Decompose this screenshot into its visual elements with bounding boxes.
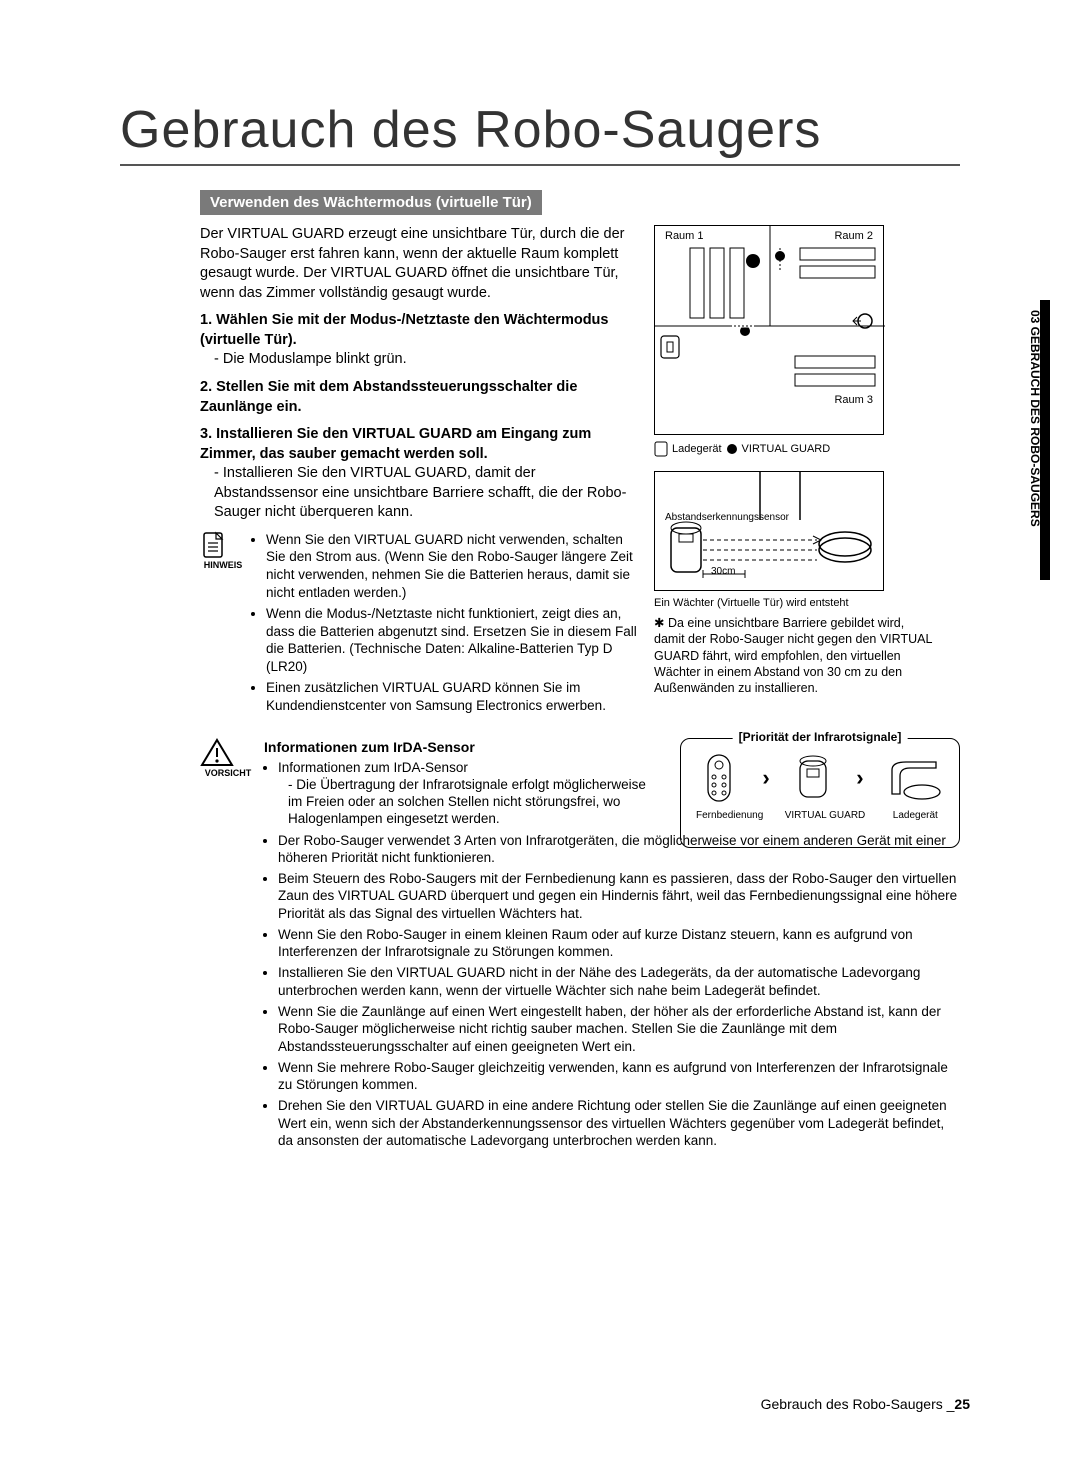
step-2-head: 2. Stellen Sie mit dem Abstandssteuerung… bbox=[200, 378, 640, 417]
priority-l3: Ladegerät bbox=[885, 809, 945, 822]
left-column: Der VIRTUAL GUARD erzeugt eine unsichtba… bbox=[200, 225, 640, 718]
irda-bullet-2: Wenn Sie den Robo-Sauger in einem kleine… bbox=[278, 926, 960, 961]
gt-1: › bbox=[762, 764, 769, 793]
page-title: Gebrauch des Robo-Saugers bbox=[120, 100, 960, 166]
step-1-sub: - Die Moduslampe blinkt grün. bbox=[214, 350, 640, 370]
legend-vg: VIRTUAL GUARD bbox=[742, 443, 831, 455]
two-column-layout: Der VIRTUAL GUARD erzeugt eine unsichtba… bbox=[200, 225, 960, 718]
sensor-caption: Ein Wächter (Virtuelle Tür) wird entsteh… bbox=[654, 597, 934, 609]
irda-bullet-4: Wenn Sie die Zaunlänge auf einen Wert ei… bbox=[278, 1003, 960, 1055]
irda-bullet-1: Beim Steuern des Robo-Saugers mit der Fe… bbox=[278, 870, 960, 922]
virtual-guard-icon bbox=[792, 751, 834, 805]
side-tab-text: 03 GEBRAUCH DES ROBO-SAUGERS bbox=[1028, 310, 1042, 527]
priority-icons-row: › › bbox=[681, 739, 959, 809]
step-1: 1. Wählen Sie mit der Modus-/Netztaste d… bbox=[200, 311, 640, 370]
room-diagram: Raum 1 Raum 2 Raum 3 bbox=[654, 225, 884, 435]
vg-dot-icon bbox=[726, 443, 738, 455]
priority-title: [Priorität der Infrarotsignale] bbox=[733, 730, 908, 746]
priority-l1: Fernbedienung bbox=[695, 809, 765, 822]
hinweis-label: HINWEIS bbox=[200, 559, 246, 571]
section-header-bar: Verwenden des Wächtermodus (virtuelle Tü… bbox=[200, 190, 542, 215]
intro-text: Der VIRTUAL GUARD erzeugt eine unsichtba… bbox=[200, 225, 640, 303]
side-tab: 03 GEBRAUCH DES ROBO-SAUGERS bbox=[1022, 310, 1050, 610]
raum3-label: Raum 3 bbox=[832, 394, 875, 406]
hinweis-block: HINWEIS Wenn Sie den VIRTUAL GUARD nicht… bbox=[200, 531, 640, 718]
irda-first-bullet: Informationen zum IrDA-Sensor - Die Über… bbox=[278, 759, 658, 828]
step-3-head: 3. Installieren Sie den VIRTUAL GUARD am… bbox=[200, 425, 640, 464]
caution-icon bbox=[200, 738, 234, 768]
vorsicht-label: VORSICHT bbox=[200, 768, 256, 780]
irda-sub-dash: - Die Übertragung der Infrarotsignale er… bbox=[288, 776, 658, 828]
footer: Gebrauch des Robo-Saugers _25 bbox=[761, 1396, 970, 1412]
step-1-head: 1. Wählen Sie mit der Modus-/Netztaste d… bbox=[200, 311, 640, 350]
vorsicht-block: [Priorität der Infrarotsignale] › › bbox=[200, 738, 960, 1153]
raum1-label: Raum 1 bbox=[663, 230, 706, 242]
hinweis-bullet-2: Einen zusätzlichen VIRTUAL GUARD können … bbox=[266, 679, 640, 714]
step-3: 3. Installieren Sie den VIRTUAL GUARD am… bbox=[200, 425, 640, 523]
note-icon bbox=[200, 531, 228, 559]
irda-first-bullet-text: Informationen zum IrDA-Sensor bbox=[278, 760, 468, 775]
legend-charger: Ladegerät bbox=[672, 443, 722, 455]
irda-bullet-3: Installieren Sie den VIRTUAL GUARD nicht… bbox=[278, 964, 960, 999]
sensor-distance: 30cm bbox=[711, 566, 735, 577]
star-note: ✱ Da eine unsichtbare Barriere gebildet … bbox=[654, 615, 934, 696]
irda-bullet-5: Wenn Sie mehrere Robo-Sauger gleichzeiti… bbox=[278, 1059, 960, 1094]
step-2: 2. Stellen Sie mit dem Abstandssteuerung… bbox=[200, 378, 640, 417]
hinweis-bullet-1: Wenn die Modus-/Netztaste nicht funktion… bbox=[266, 605, 640, 675]
step-3-sub: - Installieren Sie den VIRTUAL GUARD, da… bbox=[214, 464, 640, 523]
sensor-diagram: Abstandserkennungssensor 30cm bbox=[654, 471, 884, 591]
charger-station-icon bbox=[886, 754, 942, 802]
hinweis-icon-col: HINWEIS bbox=[200, 531, 246, 718]
vorsicht-icon-col: VORSICHT bbox=[200, 738, 256, 780]
room-legend: Ladegerät VIRTUAL GUARD bbox=[654, 441, 934, 457]
raum2-label: Raum 2 bbox=[832, 230, 875, 242]
priority-labels: Fernbedienung VIRTUAL GUARD Ladegerät bbox=[681, 809, 959, 828]
gt-2: › bbox=[856, 764, 863, 793]
hinweis-bullets: Wenn Sie den VIRTUAL GUARD nicht verwend… bbox=[252, 531, 640, 718]
sensor-label: Abstandserkennungssensor bbox=[665, 512, 789, 523]
remote-icon bbox=[698, 751, 740, 805]
right-column: Raum 1 Raum 2 Raum 3 Ladegerät VIRTUAL G… bbox=[654, 225, 934, 718]
footer-page-num: 25 bbox=[954, 1396, 970, 1412]
footer-text: Gebrauch des Robo-Saugers _ bbox=[761, 1396, 955, 1412]
page-content: Gebrauch des Robo-Saugers Verwenden des … bbox=[120, 100, 960, 1153]
hinweis-bullet-0: Wenn Sie den VIRTUAL GUARD nicht verwend… bbox=[266, 531, 640, 601]
priority-box: [Priorität der Infrarotsignale] › › bbox=[680, 738, 960, 848]
charger-icon bbox=[654, 441, 668, 457]
priority-l2: VIRTUAL GUARD bbox=[780, 809, 870, 822]
irda-bullet-6: Drehen Sie den VIRTUAL GUARD in eine and… bbox=[278, 1097, 960, 1149]
